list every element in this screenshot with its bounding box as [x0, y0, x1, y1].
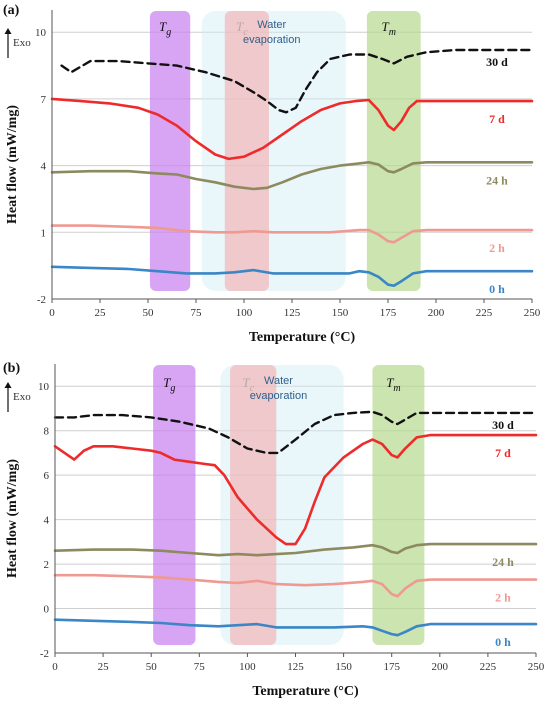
y-axis-title: Heat flow (mW/mg)	[5, 105, 20, 224]
x-tick-label: 250	[528, 661, 545, 673]
series-line-30d	[53, 410, 538, 455]
exo-arrowhead-icon	[4, 382, 12, 388]
y-tick-label: 2	[44, 559, 50, 571]
x-tick-label: 125	[284, 307, 301, 319]
region-tg	[153, 365, 196, 645]
y-tick-label: -2	[37, 294, 46, 306]
region-label-tc: Tc	[236, 19, 248, 38]
series-line-2h	[53, 573, 538, 598]
series-label-2h: 2 h	[489, 241, 505, 255]
x-tick-label: 0	[52, 661, 58, 673]
exo-label: Exo	[13, 37, 31, 49]
y-tick-label: -2	[40, 648, 49, 660]
x-tick-label: 100	[236, 307, 253, 319]
region-label-tg: Tg	[159, 19, 171, 38]
series-line-24h	[50, 161, 534, 191]
y-tick-label: 1	[41, 227, 47, 239]
y-tick-label: 6	[44, 470, 50, 482]
series-line-0h	[53, 618, 538, 637]
series-line-24h	[53, 542, 538, 557]
series-line-30d	[60, 48, 534, 114]
series-label-30d: 30 d	[486, 55, 508, 69]
region-tm	[372, 365, 425, 645]
series-label-30d: 30 d	[492, 418, 514, 432]
x-tick-label: 225	[480, 661, 497, 673]
water-evaporation-label: Water	[257, 19, 286, 31]
series-label-7d: 7 d	[489, 112, 505, 126]
y-tick-label: 8	[44, 426, 50, 438]
water-evaporation-region	[201, 11, 346, 291]
series-line-7d	[50, 97, 534, 161]
y-tick-label: 4	[44, 515, 50, 527]
series-line-0h	[50, 265, 534, 287]
x-tick-label: 250	[524, 307, 541, 319]
x-tick-label: 150	[332, 307, 349, 319]
water-evaporation-label-line2: evaporation	[243, 34, 301, 46]
x-tick-label: 0	[49, 307, 55, 319]
x-tick-label: 175	[380, 307, 397, 319]
water-evaporation-label-line2: evaporation	[250, 390, 308, 402]
y-tick-label: 4	[41, 161, 47, 173]
region-label-tm: Tm	[386, 375, 400, 394]
x-tick-label: 200	[428, 307, 445, 319]
panel-label: (b)	[3, 361, 20, 376]
series-label-2h: 2 h	[495, 591, 511, 605]
region-label-tm: Tm	[382, 19, 396, 38]
exo-arrowhead-icon	[4, 28, 12, 34]
y-tick-label: 10	[35, 27, 47, 39]
exo-label: Exo	[13, 391, 31, 403]
x-tick-label: 25	[98, 661, 110, 673]
y-tick-label: 10	[38, 381, 50, 393]
region-tg	[149, 11, 191, 291]
x-tick-label: 125	[287, 661, 304, 673]
region-tm	[366, 11, 421, 291]
x-tick-label: 200	[432, 661, 449, 673]
y-tick-label: 7	[41, 94, 47, 106]
x-axis-title: Temperature (°C)	[249, 330, 356, 345]
panel-label: (a)	[3, 3, 20, 18]
x-tick-label: 100	[239, 661, 256, 673]
x-tick-label: 150	[335, 661, 352, 673]
x-tick-label: 25	[95, 307, 107, 319]
x-tick-label: 225	[476, 307, 493, 319]
panel-a: -2 1 4 7 10 Tg Tc Water evaporation Tm 30 d 7 d 24 h…	[3, 3, 541, 345]
y-axis-title: Heat flow (mW/mg)	[5, 459, 20, 578]
series-label-0h: 0 h	[489, 282, 505, 296]
region-label-tc: Tc	[242, 375, 254, 394]
x-tick-label: 175	[383, 661, 400, 673]
x-tick-label: 50	[143, 307, 155, 319]
series-label-24h: 24 h	[486, 173, 508, 187]
region-label-tg: Tg	[163, 375, 175, 394]
region-tc	[230, 365, 277, 645]
water-evaporation-label: Water	[264, 375, 293, 387]
series-label-7d: 7 d	[495, 446, 511, 460]
series-line-2h	[50, 224, 534, 244]
x-tick-label: 50	[146, 661, 158, 673]
region-tc	[224, 11, 269, 291]
x-tick-label: 75	[191, 307, 203, 319]
series-line-7d	[53, 433, 538, 546]
x-axis-title: Temperature (°C)	[252, 684, 359, 699]
series-label-24h: 24 h	[492, 555, 514, 569]
y-tick-label: 0	[44, 604, 50, 616]
x-tick-label: 75	[194, 661, 206, 673]
series-label-0h: 0 h	[495, 635, 511, 649]
